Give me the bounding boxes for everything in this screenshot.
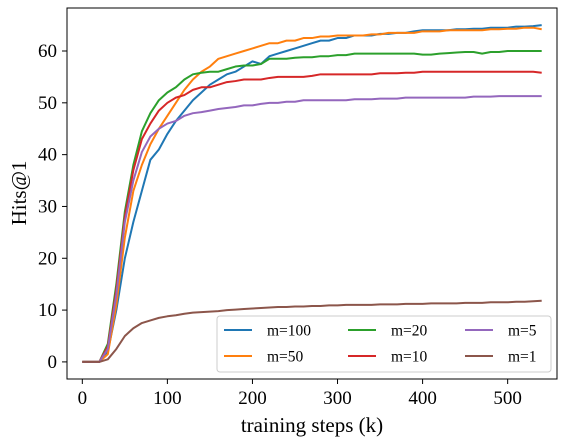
y-axis-ticks: 0 10 20 30 40 50 60 (38, 41, 67, 373)
plot-frame (66, 7, 558, 380)
y-tick-label: 60 (38, 41, 57, 62)
y-tick-label: 0 (48, 352, 58, 373)
x-tick-label: 200 (238, 388, 267, 409)
x-tick-label: 100 (153, 388, 182, 409)
x-axis-ticks: 0 100 200 300 400 500 (78, 379, 522, 409)
y-tick-label: 30 (38, 196, 57, 217)
series-line-m=5 (82, 95, 542, 363)
y-axis-label: Hits@1 (7, 161, 31, 226)
legend: m=100 m=50 m=20 m=10 m=5 m=1 (216, 315, 552, 373)
y-tick-label: 50 (38, 93, 57, 114)
series-line-m=100 (82, 24, 542, 363)
series-line-m=20 (82, 50, 542, 363)
legend-label-m=50: m=50 (267, 349, 304, 366)
x-tick-label: 400 (408, 388, 437, 409)
legend-label-m=100: m=100 (267, 323, 311, 340)
y-tick-label: 10 (38, 300, 57, 321)
series-lines (82, 24, 542, 363)
x-tick-label: 0 (78, 388, 88, 409)
x-tick-label: 500 (493, 388, 522, 409)
x-tick-label: 300 (323, 388, 352, 409)
legend-label-m=1: m=1 (508, 349, 537, 366)
legend-label-m=10: m=10 (391, 349, 428, 366)
legend-label-m=5: m=5 (508, 323, 537, 340)
y-tick-label: 20 (38, 248, 57, 269)
series-line-m=1 (82, 299, 542, 363)
y-tick-label: 40 (38, 145, 57, 166)
legend-label-m=20: m=20 (391, 323, 428, 340)
x-axis-label: training steps (k) (241, 413, 383, 437)
series-line-m=10 (82, 70, 542, 363)
